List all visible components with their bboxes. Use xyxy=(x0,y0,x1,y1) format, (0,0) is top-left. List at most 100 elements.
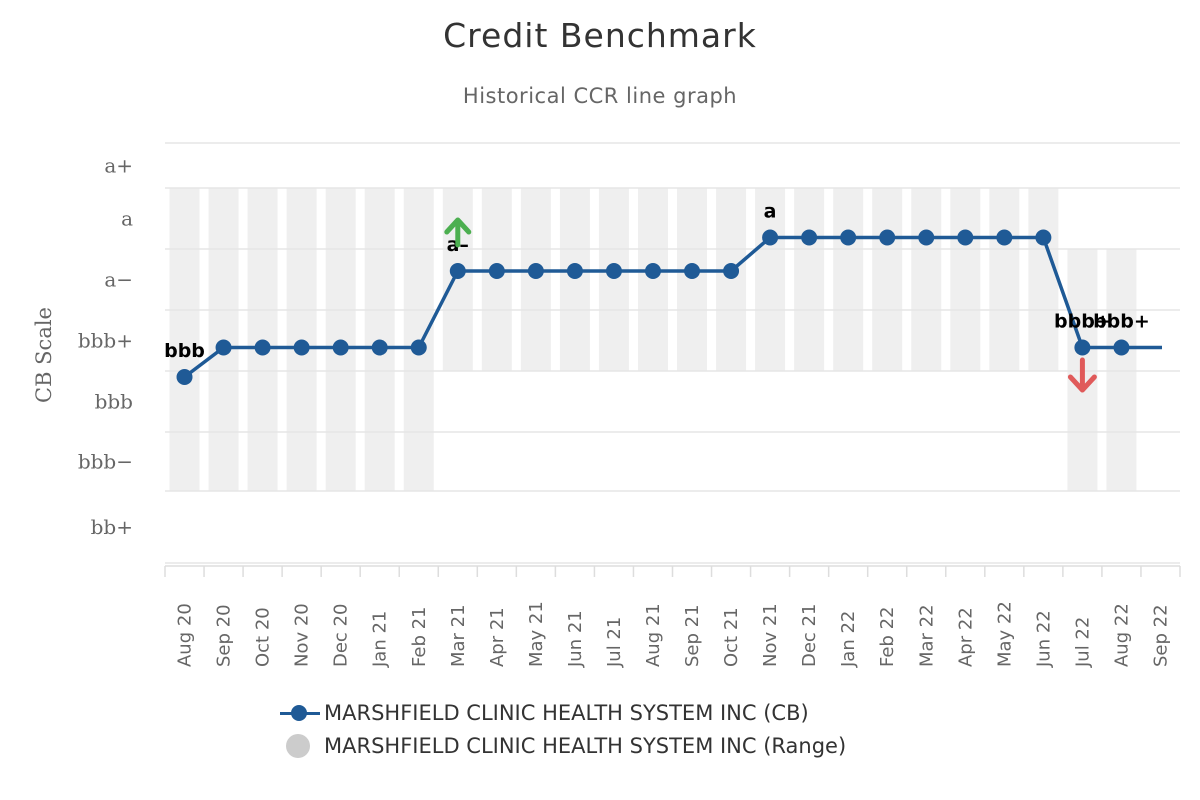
x-tick-label: Feb 22 xyxy=(877,607,898,668)
range-band xyxy=(677,188,708,371)
legend-item-cb[interactable]: MARSHFIELD CLINIC HEALTH SYSTEM INC (CB) xyxy=(280,696,846,729)
x-tick-label: Apr 21 xyxy=(487,607,508,667)
x-tick-label: Jul 21 xyxy=(604,617,625,668)
down-arrow-icon xyxy=(1067,357,1097,393)
cb-point xyxy=(879,229,896,246)
x-tick-label: Aug 20 xyxy=(175,603,196,667)
gridlines xyxy=(165,142,1180,564)
y-tick-labels: bb+ bbb− bbb bbb+ a− a a+ xyxy=(78,154,133,540)
point-label: bbb xyxy=(164,340,205,362)
cb-point xyxy=(801,229,818,246)
x-tick-label: Sep 20 xyxy=(214,604,235,667)
x-tick-label: Jul 22 xyxy=(1072,617,1093,668)
chart-subtitle: Historical CCR line graph xyxy=(463,84,737,108)
cb-point xyxy=(566,263,583,279)
x-tick-label: Jun 22 xyxy=(1033,610,1054,668)
range-band xyxy=(442,188,473,371)
range-band xyxy=(989,188,1020,371)
range-band xyxy=(911,188,942,371)
cb-point xyxy=(488,263,505,279)
range-band xyxy=(755,188,786,371)
x-tick-label: Jan 21 xyxy=(370,611,391,668)
range-band xyxy=(833,188,864,371)
point-label: bbb+ xyxy=(1093,311,1150,333)
cb-point xyxy=(723,263,740,279)
x-axis: Aug 20 Sep 20 Oct 20 Nov 20 Dec 20 Jan 21 Feb … xyxy=(164,565,1181,668)
y-tick-label: bb+ xyxy=(91,515,133,539)
legend-label-cb: MARSHFIELD CLINIC HEALTH SYSTEM INC (CB) xyxy=(324,700,809,725)
x-tick-label: Dec 20 xyxy=(331,604,352,667)
range-band xyxy=(481,188,512,371)
x-tick-label: Oct 21 xyxy=(721,607,742,667)
x-tick-label: Sep 22 xyxy=(1150,604,1171,667)
range-band xyxy=(872,188,903,371)
x-tick-label: Sep 21 xyxy=(682,604,703,667)
x-tick-label: Dec 21 xyxy=(799,604,820,667)
cb-point xyxy=(644,263,661,279)
cb-point xyxy=(1113,339,1130,356)
range-bands xyxy=(169,188,1137,491)
legend-item-range[interactable]: MARSHFIELD CLINIC HEALTH SYSTEM INC (Ran… xyxy=(280,729,846,762)
cb-point xyxy=(527,263,544,279)
range-band xyxy=(1106,249,1137,491)
cb-point xyxy=(215,339,232,356)
range-band xyxy=(1028,188,1059,371)
x-tick-label: Feb 21 xyxy=(409,607,430,668)
y-tick-label: bbb xyxy=(95,390,133,414)
x-tick-label: Mar 21 xyxy=(448,604,469,667)
legend-label-range: MARSHFIELD CLINIC HEALTH SYSTEM INC (Ran… xyxy=(324,733,847,758)
x-tick-label: Nov 21 xyxy=(760,603,781,667)
x-tick-label: Mar 22 xyxy=(916,604,937,667)
cb-point xyxy=(840,229,857,246)
y-tick-label: bbb+ xyxy=(78,329,133,353)
range-band xyxy=(794,188,825,371)
x-tick-label: Apr 22 xyxy=(955,607,976,667)
legend: MARSHFIELD CLINIC HEALTH SYSTEM INC (CB)… xyxy=(280,696,846,762)
cb-point xyxy=(605,263,622,279)
x-tick-label: Aug 21 xyxy=(643,603,664,667)
range-band xyxy=(169,188,200,491)
x-tick-label: Nov 20 xyxy=(292,603,313,667)
cb-point xyxy=(762,229,779,246)
x-tick-label: Oct 20 xyxy=(253,607,274,667)
cb-point xyxy=(1035,229,1052,246)
cb-point xyxy=(957,229,974,246)
range-band xyxy=(950,188,981,371)
cb-point xyxy=(410,339,427,356)
cb-point xyxy=(332,339,349,356)
point-label: bbb+ xyxy=(1054,311,1111,333)
x-tick-label: Aug 22 xyxy=(1111,603,1132,667)
range-band xyxy=(520,188,551,371)
y-tick-label: a− xyxy=(104,268,133,292)
cb-point xyxy=(176,369,193,385)
x-tick-label: May 21 xyxy=(526,601,547,667)
x-tick-label: Jan 22 xyxy=(838,611,859,668)
range-band xyxy=(716,188,747,371)
cb-point xyxy=(293,339,310,356)
y-tick-label: a xyxy=(121,207,133,231)
y-tick-label: bbb− xyxy=(78,450,133,474)
up-arrow-icon xyxy=(444,217,472,248)
cb-point xyxy=(996,229,1013,246)
x-tick-label: Jun 21 xyxy=(565,610,586,668)
y-axis-label: CB Scale xyxy=(32,307,56,403)
cb-point xyxy=(918,229,935,246)
rating-change-markers xyxy=(444,217,1097,393)
range-band xyxy=(598,188,629,371)
legend-line-marker-icon xyxy=(280,700,320,726)
cb-point xyxy=(684,263,701,279)
y-tick-label: a+ xyxy=(104,154,133,178)
legend-circle-icon xyxy=(280,733,320,759)
range-band xyxy=(637,188,668,371)
point-label: a xyxy=(764,201,777,223)
cb-series-points xyxy=(176,229,1130,385)
cb-point xyxy=(1074,339,1091,356)
cb-point xyxy=(254,339,271,356)
cb-point xyxy=(371,339,388,356)
cb-point xyxy=(449,263,466,279)
x-tick-label: May 22 xyxy=(994,601,1015,667)
range-band xyxy=(559,188,590,371)
chart-title: Credit Benchmark xyxy=(443,16,757,55)
